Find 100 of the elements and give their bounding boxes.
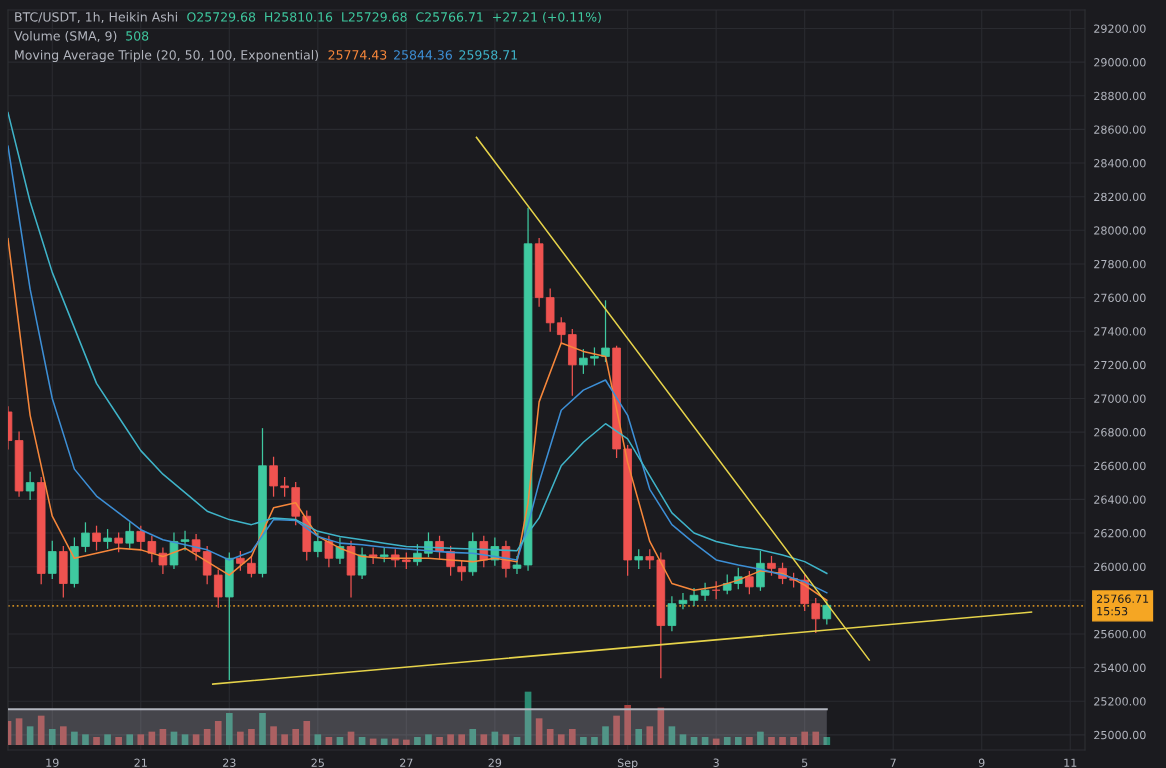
- bar: [557, 734, 565, 745]
- bar: [635, 729, 643, 745]
- y-tick-label: 27200.00: [1094, 360, 1146, 370]
- y-tick-label: 25200.00: [1094, 697, 1146, 706]
- bar: [535, 718, 543, 745]
- candlestick: [313, 532, 323, 558]
- bar: [458, 734, 465, 745]
- candlestick: [667, 596, 677, 632]
- text: 25844.36: [394, 50, 452, 60]
- bar: [137, 734, 145, 745]
- bar: [104, 734, 111, 745]
- y-tick-label: 29000.00: [1094, 58, 1146, 67]
- candlestick: [236, 550, 245, 571]
- bar: [314, 734, 322, 745]
- bar: [768, 737, 775, 745]
- bar: [569, 729, 576, 745]
- x-tick-label: 25: [311, 758, 324, 767]
- bar: [591, 737, 598, 745]
- bar: [447, 734, 454, 745]
- x-tick-label: 9: [978, 758, 985, 767]
- candlestick: [103, 529, 112, 549]
- annotation: Moving Average Triple (20, 50, 100, Exponential): [15, 49, 319, 63]
- candlestick: [158, 547, 168, 575]
- candlestick: [335, 537, 345, 564]
- candlestick: [556, 317, 566, 344]
- bar: [203, 729, 211, 745]
- candlestick: [811, 598, 821, 633]
- candlestick: [125, 522, 135, 549]
- bar: [646, 726, 654, 745]
- candlestick: [92, 525, 101, 551]
- bar: [391, 738, 399, 745]
- y-tick-label: 28200.00: [1094, 192, 1146, 202]
- candlestick: [368, 547, 378, 564]
- bar: [303, 721, 311, 745]
- x-tick-label: 19: [46, 758, 59, 767]
- bar: [248, 729, 255, 745]
- bar: [82, 734, 89, 745]
- y-tick-label: 25400.00: [1094, 663, 1146, 672]
- text: 25774.43: [328, 50, 387, 60]
- bar: [823, 737, 831, 745]
- candlestick: [678, 592, 688, 610]
- ref-line-label: 25766.71: [1096, 594, 1149, 603]
- x-tick-label: 5: [802, 758, 808, 767]
- bar: [790, 737, 797, 745]
- bar: [779, 737, 786, 745]
- y-tick-label: 28600.00: [1094, 125, 1146, 134]
- y-tick-label: 27000.00: [1094, 394, 1146, 403]
- candlestick: [634, 549, 643, 569]
- bar: [690, 737, 698, 745]
- bar: [237, 731, 244, 745]
- bar: [270, 726, 277, 745]
- bar: [181, 734, 189, 745]
- bar: [613, 715, 620, 745]
- x-tick-label: 29: [488, 758, 502, 767]
- candlestick: [689, 587, 699, 606]
- candlestick: [645, 549, 655, 569]
- text: 25958.71: [459, 50, 517, 60]
- bar: [259, 713, 266, 745]
- annotation: 508: [126, 31, 149, 41]
- annotation: Volume (SMA, 9): [14, 30, 117, 43]
- bar: [580, 737, 587, 745]
- candlestick: [357, 547, 367, 580]
- y-tick-label: 29200.00: [1094, 24, 1146, 33]
- candlestick: [25, 471, 35, 501]
- x-tick-label: 11: [1064, 758, 1077, 767]
- bar: [403, 739, 410, 745]
- text: 15:53: [1097, 606, 1128, 616]
- bar: [192, 734, 200, 745]
- y-tick-label: 25000.00: [1094, 730, 1146, 740]
- bar: [546, 729, 554, 745]
- y-tick-label: 28000.00: [1094, 226, 1146, 235]
- bar: [48, 729, 56, 745]
- bar: [701, 737, 709, 745]
- bar: [812, 731, 820, 745]
- candlestick: [47, 540, 57, 580]
- candlestick: [213, 569, 223, 608]
- candlestick: [457, 561, 466, 581]
- bar: [480, 734, 488, 745]
- bar: [325, 737, 333, 745]
- candlestick: [280, 476, 289, 497]
- bar: [436, 737, 443, 745]
- candlestick: [579, 349, 588, 374]
- x-tick-label: 21: [134, 758, 147, 767]
- bar: [469, 729, 477, 745]
- y-tick-label: 27400.00: [1094, 327, 1146, 336]
- annotation: BTC/USDT, 1h, Heikin Ashi: [15, 11, 177, 23]
- bar: [358, 737, 366, 745]
- bar: [126, 734, 134, 745]
- bar: [425, 734, 432, 745]
- candlestick: [147, 535, 157, 563]
- bar: [281, 734, 288, 745]
- bar: [602, 726, 609, 745]
- bar: [159, 729, 167, 745]
- y-tick-label: 26800.00: [1094, 428, 1146, 437]
- x-tick-label: 23: [223, 758, 236, 767]
- bar: [513, 737, 521, 745]
- bar: [679, 734, 687, 745]
- bar: [93, 737, 100, 745]
- bar: [71, 731, 78, 745]
- annotation: O25729.68 H25810.16 L25729.68 C25766.71 +27.21 (+0.11%): [187, 11, 601, 24]
